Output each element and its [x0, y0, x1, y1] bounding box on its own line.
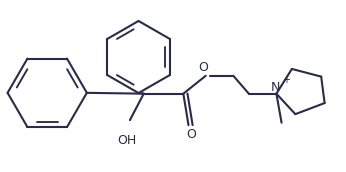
Text: O: O	[198, 61, 208, 74]
Text: N: N	[271, 81, 280, 94]
Text: OH: OH	[117, 134, 136, 147]
Text: O: O	[186, 128, 196, 141]
Text: +: +	[282, 75, 290, 85]
